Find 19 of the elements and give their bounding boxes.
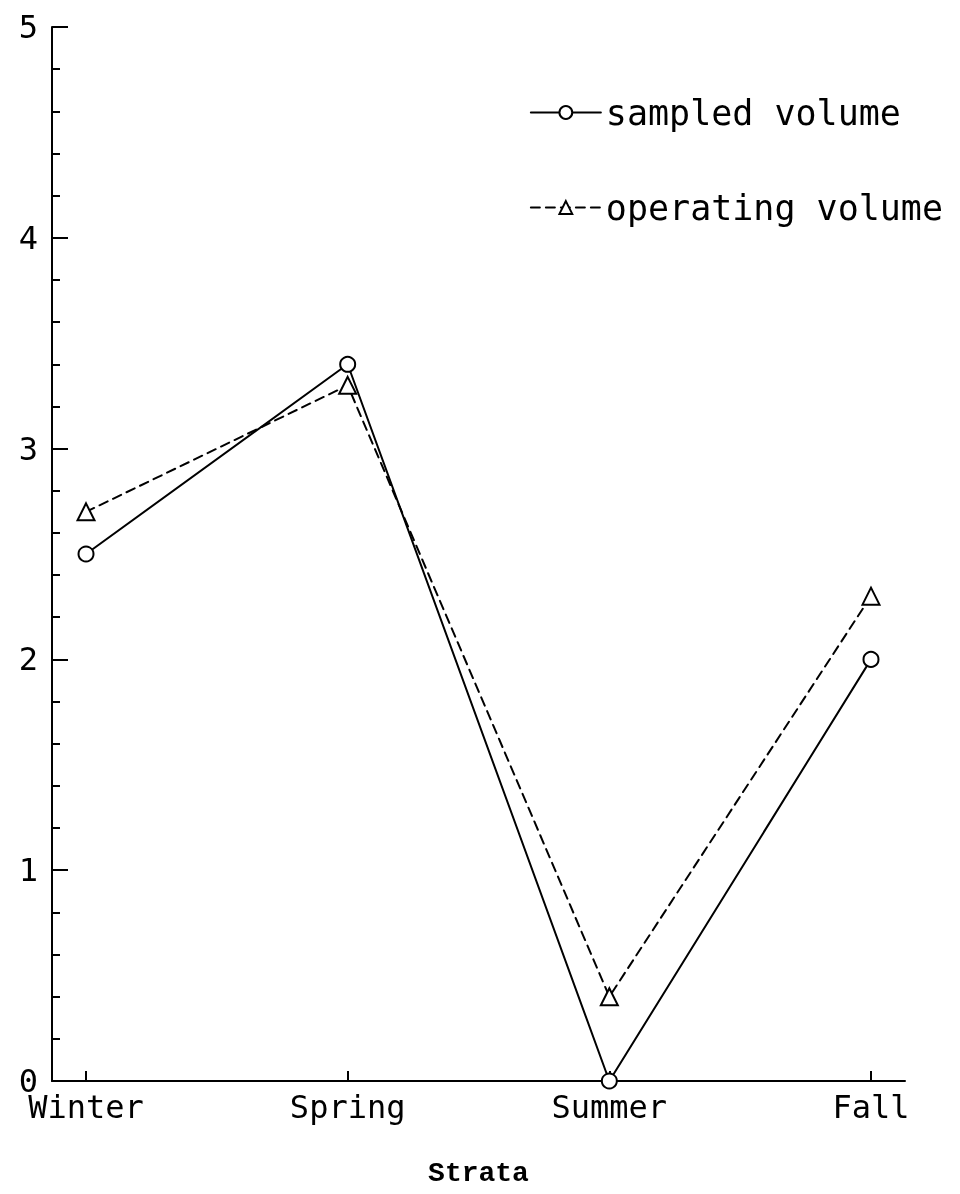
point [77,545,95,563]
legend-label: operating volume [605,187,944,228]
point [861,586,881,606]
point [338,375,358,395]
point [862,650,880,668]
y-tick-label: 4 [18,218,38,257]
x-axis-title: Strata [428,1157,530,1189]
y-tick-label: 1 [18,851,38,890]
y-tick-label: 3 [18,429,38,468]
x-tick-label: Spring [289,1088,406,1126]
point [76,502,96,522]
x-tick-label: Fall [832,1088,910,1126]
point [339,355,357,373]
y-tick-label: 5 [18,8,38,46]
y-tick-label: 2 [18,640,38,679]
point [599,987,619,1007]
legend-label: sampled volume [605,92,901,133]
x-tick-label: Summer [551,1088,668,1126]
point [600,1072,618,1090]
